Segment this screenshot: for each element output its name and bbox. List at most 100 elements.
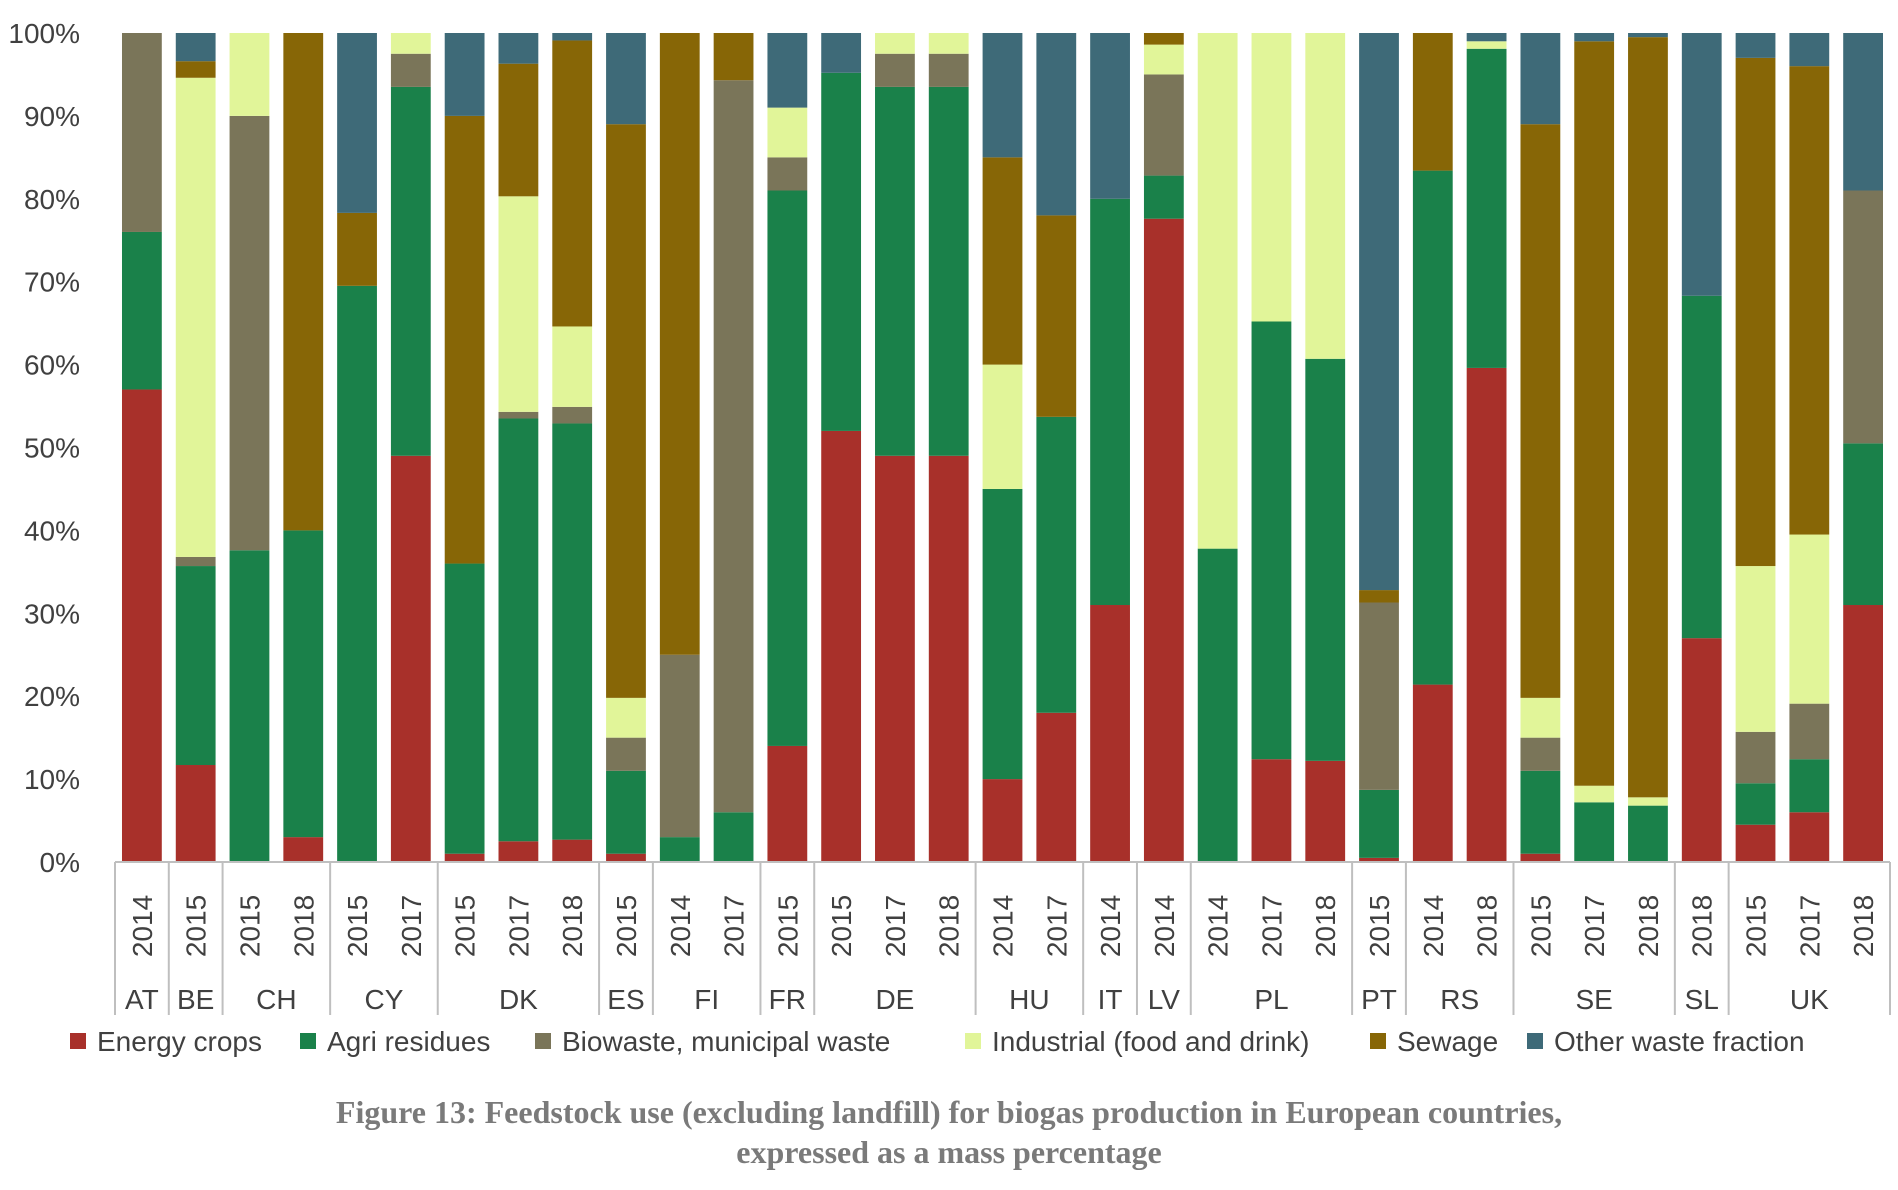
bar-segment-5 <box>1736 58 1776 566</box>
x-tick-label-country: IT <box>1098 984 1123 1015</box>
x-tick-label-year: 2017 <box>1041 895 1072 957</box>
bar-segment-2 <box>176 566 216 765</box>
x-tick-label-country: UK <box>1790 984 1829 1015</box>
bar-segment-4 <box>1574 786 1614 803</box>
bar-segment-2 <box>929 87 969 456</box>
legend-label: Energy crops <box>97 1026 262 1057</box>
bar-segment-2 <box>821 73 861 431</box>
bars <box>122 33 1883 862</box>
bar-segment-2 <box>1843 443 1883 605</box>
x-tick-label-country: BE <box>177 984 214 1015</box>
bar-segment-6 <box>337 33 377 213</box>
bar-segment-3 <box>660 655 700 837</box>
legend-swatch <box>70 1033 86 1049</box>
y-tick-label: 80% <box>24 184 80 215</box>
x-tick-label-country: SE <box>1575 984 1612 1015</box>
bar-segment-2 <box>499 418 539 841</box>
bar-segment-2 <box>1090 199 1130 605</box>
bar-segment-2 <box>714 812 754 862</box>
x-tick-label-year: 2017 <box>1256 895 1287 957</box>
figure-caption-line-2: expressed as a mass percentage <box>0 1134 1898 1171</box>
bar-segment-6 <box>1628 33 1668 37</box>
bar-segment-6 <box>767 33 807 108</box>
bar-segment-4 <box>1628 797 1668 805</box>
y-tick-label: 50% <box>24 433 80 464</box>
bar-segment-4 <box>929 33 969 54</box>
bar-segment-1 <box>929 456 969 862</box>
bar-segment-2 <box>983 489 1023 779</box>
bar-segment-3 <box>1144 74 1184 175</box>
bar-segment-5 <box>1628 37 1668 797</box>
bar-segment-5 <box>1413 33 1453 171</box>
bar-segment-4 <box>1736 566 1776 732</box>
x-tick-label-year: 2014 <box>1203 895 1234 957</box>
bar-segment-4 <box>767 108 807 158</box>
x-tick-label-country: HU <box>1009 984 1049 1015</box>
x-tick-label-country: FR <box>769 984 806 1015</box>
x-tick-label-year: 2014 <box>988 895 1019 957</box>
bar-segment-6 <box>1520 33 1560 124</box>
bar-segment-3 <box>875 54 915 87</box>
bar-segment-2 <box>1736 783 1776 824</box>
bar-segment-5 <box>337 213 377 286</box>
bar-segment-2 <box>1198 549 1238 862</box>
bar-segment-4 <box>499 196 539 412</box>
bar-segment-2 <box>660 837 700 862</box>
x-tick-label-year: 2018 <box>934 895 965 957</box>
bar-segment-5 <box>1520 124 1560 698</box>
legend: Energy crops Agri residues Biowaste, munic… <box>70 1026 1805 1057</box>
bar-segment-2 <box>1252 321 1292 759</box>
bar-segment-6 <box>176 33 216 61</box>
bar-segment-6 <box>552 33 592 40</box>
bar-segment-3 <box>1843 191 1883 444</box>
bar-segment-6 <box>1359 33 1399 590</box>
bar-segment-6 <box>606 33 646 124</box>
y-tick-label: 40% <box>24 515 80 546</box>
bar-segment-3 <box>391 54 431 87</box>
x-tick-label-year: 2018 <box>1310 895 1341 957</box>
bar-segment-1 <box>283 837 323 862</box>
legend-swatch <box>1527 1033 1543 1049</box>
bar-segment-2 <box>1574 802 1614 862</box>
y-tick-label: 0% <box>40 847 80 878</box>
bar-segment-3 <box>1789 704 1829 760</box>
bar-segment-5 <box>983 157 1023 364</box>
bar-segment-1 <box>552 840 592 862</box>
bar-segment-2 <box>1628 806 1668 862</box>
x-tick-label-year: 2017 <box>1579 895 1610 957</box>
bar-segment-6 <box>1467 33 1507 41</box>
x-tick-label-year: 2017 <box>880 895 911 957</box>
y-tick-label: 30% <box>24 598 80 629</box>
bar-segment-4 <box>606 698 646 738</box>
x-tick-label-country: RS <box>1440 984 1479 1015</box>
bar-segment-6 <box>1736 33 1776 58</box>
x-tick-label-year: 2018 <box>1848 895 1879 957</box>
legend-label: Biowaste, municipal waste <box>562 1026 890 1057</box>
x-tick-label-country: LV <box>1148 984 1180 1015</box>
bar-segment-3 <box>929 54 969 87</box>
bar-segment-1 <box>391 456 431 862</box>
bar-segment-1 <box>983 779 1023 862</box>
x-tick-label-year: 2017 <box>719 895 750 957</box>
bar-segment-3 <box>767 157 807 190</box>
legend-swatch <box>535 1033 551 1049</box>
bar-segment-4 <box>1252 33 1292 321</box>
bar-segment-6 <box>499 33 539 64</box>
bar-segment-2 <box>1359 790 1399 858</box>
legend-label: Sewage <box>1397 1026 1498 1057</box>
x-tick-label-year: 2014 <box>665 895 696 957</box>
y-tick-label: 100% <box>8 18 80 49</box>
bar-segment-2 <box>606 771 646 854</box>
bar-segment-2 <box>1467 49 1507 368</box>
bar-segment-2 <box>445 564 485 854</box>
bar-segment-2 <box>337 286 377 862</box>
bar-segment-3 <box>1520 738 1560 771</box>
bar-segment-1 <box>1682 638 1722 862</box>
stacked-bar-chart: 0%10%20%30%40%50%60%70%80%90%100% 2014 20… <box>0 0 1898 1190</box>
bar-segment-2 <box>767 191 807 746</box>
x-tick-label-year: 2018 <box>1472 895 1503 957</box>
x-tick-label-year: 2018 <box>288 895 319 957</box>
x-tick-label-year: 2018 <box>557 895 588 957</box>
legend-swatch <box>1370 1033 1386 1049</box>
x-tick-label-year: 2014 <box>1418 895 1449 957</box>
